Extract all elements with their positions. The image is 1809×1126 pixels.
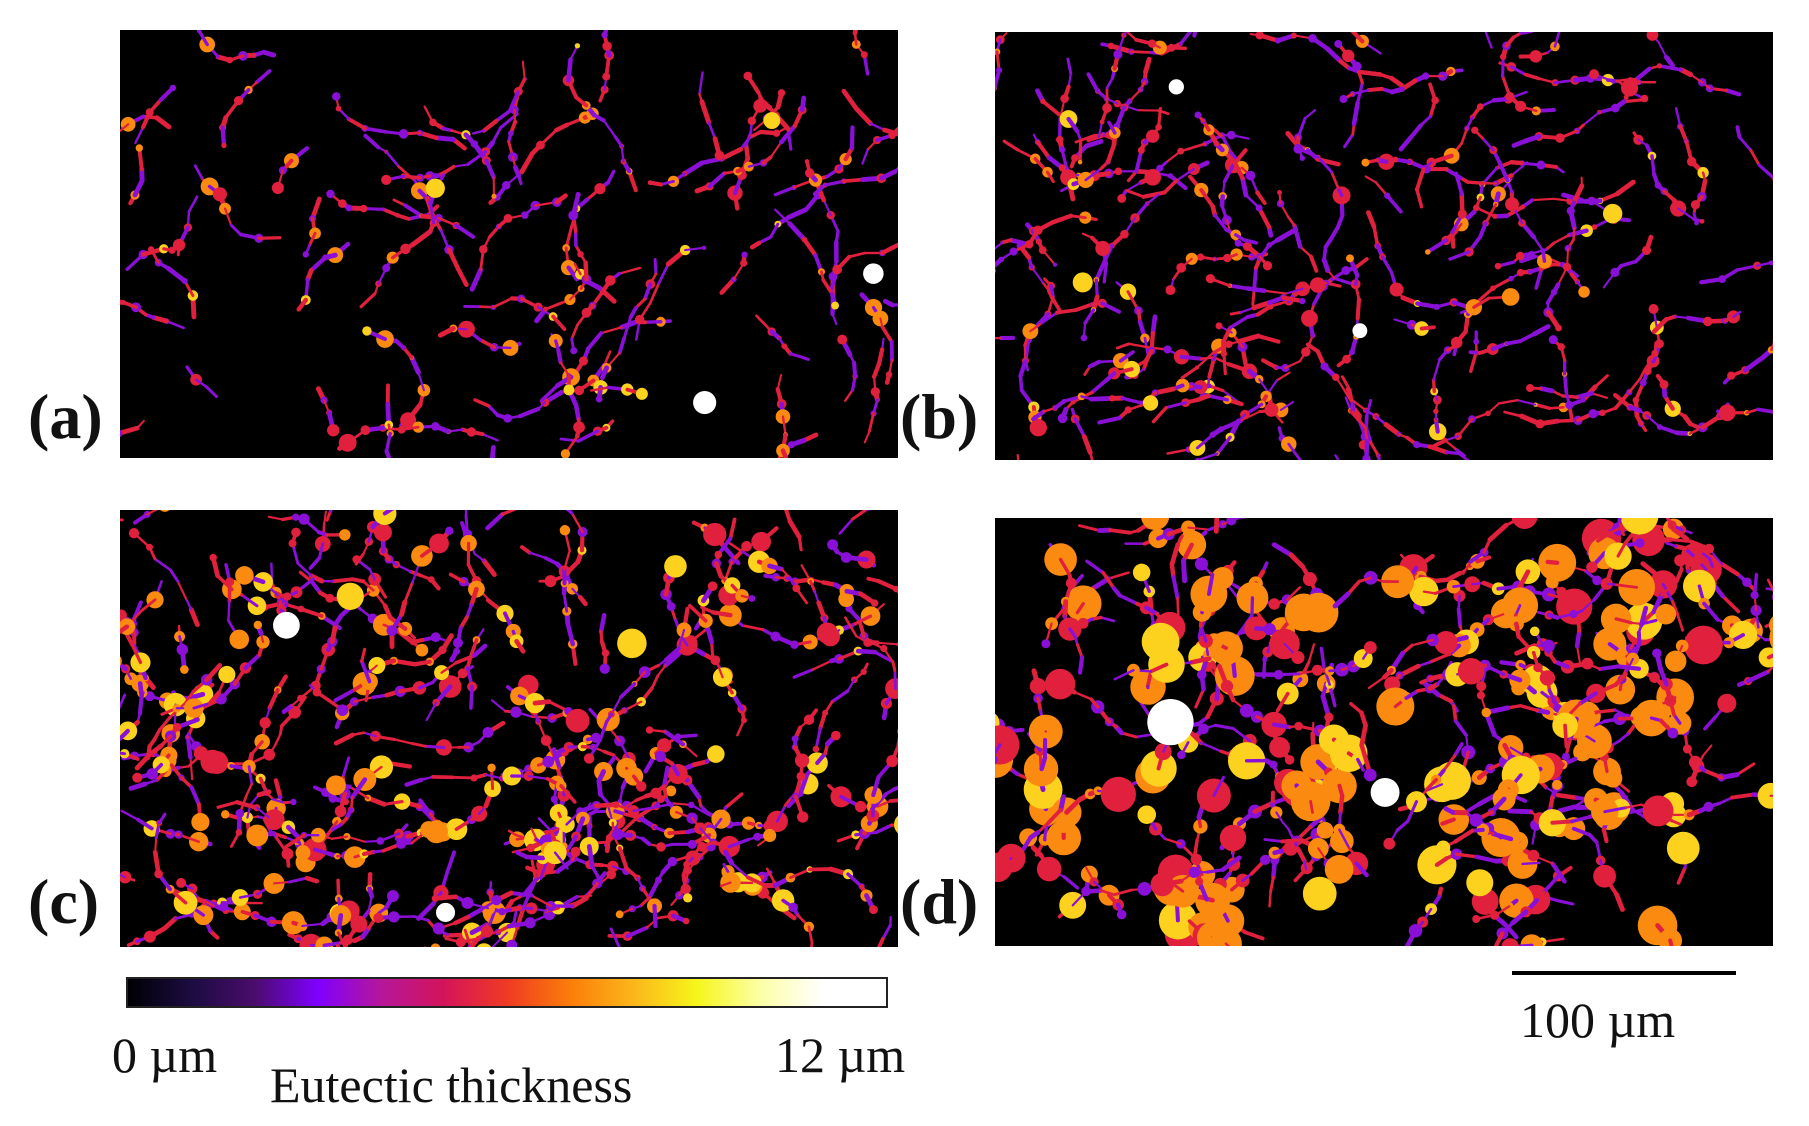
micrograph-panel-b [995,32,1773,460]
scale-bar-label: 100 µm [1520,992,1676,1048]
colorbar [126,977,888,1008]
micrograph-texture-d [995,518,1773,946]
micrograph-texture-c [120,510,898,947]
colorbar-min-label: 0 µm [112,1027,218,1083]
panel-label-a: (a) [28,381,103,452]
colorbar-max-label: 12 µm [775,1027,906,1083]
micrograph-panel-d [995,518,1773,946]
panel-label-c: (c) [28,866,100,937]
micrograph-panel-a [120,30,898,458]
micrograph-texture-b [995,32,1773,460]
scale-bar [1512,971,1736,975]
panel-label-b: (b) [900,381,979,452]
micrograph-texture-a [120,30,898,458]
micrograph-panel-c [120,510,898,947]
panel-label-d: (d) [900,866,979,937]
colorbar-title: Eutectic thickness [270,1057,633,1113]
